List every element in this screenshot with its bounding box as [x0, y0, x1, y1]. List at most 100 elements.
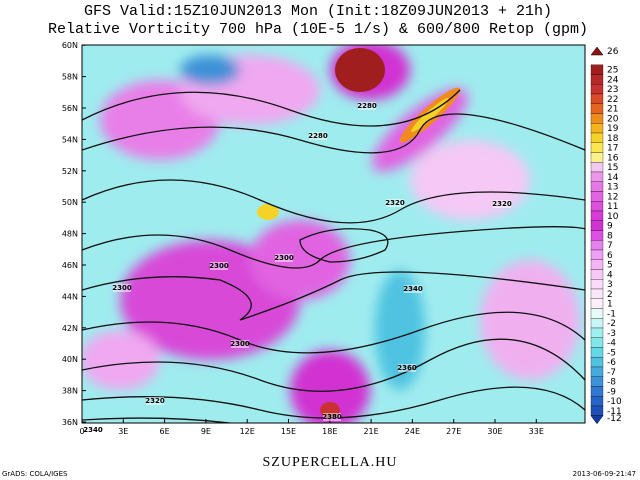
colorbar-label: 23 [607, 85, 618, 95]
colorbar-label: 22 [607, 95, 618, 105]
lon-label: 30E [487, 427, 502, 436]
colorbar-label: 26 [607, 47, 619, 57]
colorbar-cell [590, 386, 604, 397]
colorbar-cell [590, 171, 604, 182]
lon-label: 24E [405, 427, 420, 436]
colorbar-cell [590, 220, 604, 231]
contour-label: 2320 [145, 397, 165, 405]
lat-label: 54N [62, 135, 78, 144]
colorbar-cell [590, 288, 604, 299]
colorbar-label: 17 [607, 144, 618, 154]
colorbar-cell [590, 259, 604, 270]
contour-label-bg [493, 200, 511, 208]
lat-label: 40N [62, 355, 78, 364]
colorbar-cell [590, 249, 604, 260]
colorbar-cell [590, 201, 604, 212]
footer-center: SZUPERCELLA.HU [263, 455, 398, 470]
contour-label: 2300 [230, 340, 250, 348]
colorbar-cell [590, 123, 604, 134]
colorbar-label: -5 [607, 348, 616, 358]
colorbar-label: -11 [607, 407, 622, 417]
colorbar-cell [590, 405, 604, 416]
colorbar-label: 1 [607, 300, 613, 310]
colorbar-cell [590, 152, 604, 163]
colorbar-label: 14 [607, 173, 619, 183]
colorbar-cell [590, 74, 604, 85]
lat-label: 36N [62, 418, 78, 427]
colorbar-cell [590, 142, 604, 153]
colorbar-label: 4 [607, 270, 613, 280]
title: GFS Valid:15Z10JUN2013 Mon (Init:18Z09JU… [84, 3, 552, 20]
colorbar-label: -3 [607, 329, 616, 339]
colorbar-label: 6 [607, 251, 613, 261]
contour-label-bg [404, 285, 422, 293]
contour-label-bg [275, 254, 293, 262]
colorbar-cell [590, 308, 604, 319]
contour-label-bg [231, 340, 249, 348]
lat-label: 38N [62, 387, 78, 396]
colorbar-label: 21 [607, 105, 618, 115]
contour-label-bg [398, 364, 416, 372]
colorbar-label: 11 [607, 202, 618, 212]
lon-label: 33E [529, 427, 544, 436]
colorbar-label: 12 [607, 192, 618, 202]
contour-label: 2300 [209, 262, 229, 270]
colorbar-cell [590, 93, 604, 104]
contour-label: 2280 [357, 102, 377, 110]
colorbar-cell [590, 357, 604, 368]
contour-label-bg [309, 132, 327, 140]
lon-label: 18E [322, 427, 337, 436]
contour-label-bg [386, 199, 404, 207]
colorbar-cell [590, 376, 604, 387]
colorbar-cell [590, 337, 604, 348]
lat-label: 50N [62, 198, 78, 207]
colorbar-cell [590, 64, 604, 75]
lon-label: 3E [118, 427, 128, 436]
colorbar-label: 2 [607, 290, 613, 300]
colorbar-arrow [590, 46, 604, 56]
colorbar-cell [590, 162, 604, 173]
contour-label: 2360 [397, 364, 417, 372]
colorbar-cell [590, 230, 604, 241]
lat-label: 48N [62, 230, 78, 239]
lat-label: 58N [62, 73, 78, 82]
colorbar-label: -10 [607, 397, 622, 407]
lon-label: 27E [446, 427, 461, 436]
colorbar-cell [590, 269, 604, 280]
contour-label: 2280 [308, 132, 328, 140]
colorbar-label: 18 [607, 134, 619, 144]
contour-label-bg [210, 262, 228, 270]
colorbar-cell [590, 113, 604, 124]
colorbar-cell [590, 298, 604, 309]
lat-label: 52N [62, 167, 78, 176]
colorbar-label: -9 [607, 387, 616, 397]
colorbar-cell [590, 132, 604, 143]
lon-label: 12E [240, 427, 255, 436]
colorbar-label: -8 [607, 378, 616, 388]
colorbar-cell [590, 181, 604, 192]
vorticity-field [82, 45, 585, 423]
lon-label: 9E [201, 427, 211, 436]
footer-right: 2013-06-09-21:47 [573, 470, 636, 478]
lat-label: 44N [62, 292, 78, 301]
contour-label: 2380 [322, 413, 342, 421]
contour-label: 2320 [385, 199, 405, 207]
colorbar-label: 19 [607, 124, 619, 134]
contour-label: 2320 [492, 200, 512, 208]
lon-label: 0 [79, 427, 84, 436]
colorbar-label: 5 [607, 261, 613, 271]
colorbar-label: 13 [607, 183, 618, 193]
colorbar-cell [590, 84, 604, 95]
contour-label: 2300 [274, 254, 294, 262]
colorbar-label: -2 [607, 319, 616, 329]
colorbar-label: 20 [607, 114, 619, 124]
colorbar-arrow [590, 415, 604, 425]
lat-label: 56N [62, 104, 78, 113]
colorbar-cell [590, 347, 604, 358]
colorbar-cell [590, 191, 604, 202]
colorbar-label: 25 [607, 66, 618, 76]
colorbar-cell [590, 279, 604, 290]
colorbar-label: 24 [607, 75, 619, 85]
colorbar-label: 16 [607, 153, 619, 163]
